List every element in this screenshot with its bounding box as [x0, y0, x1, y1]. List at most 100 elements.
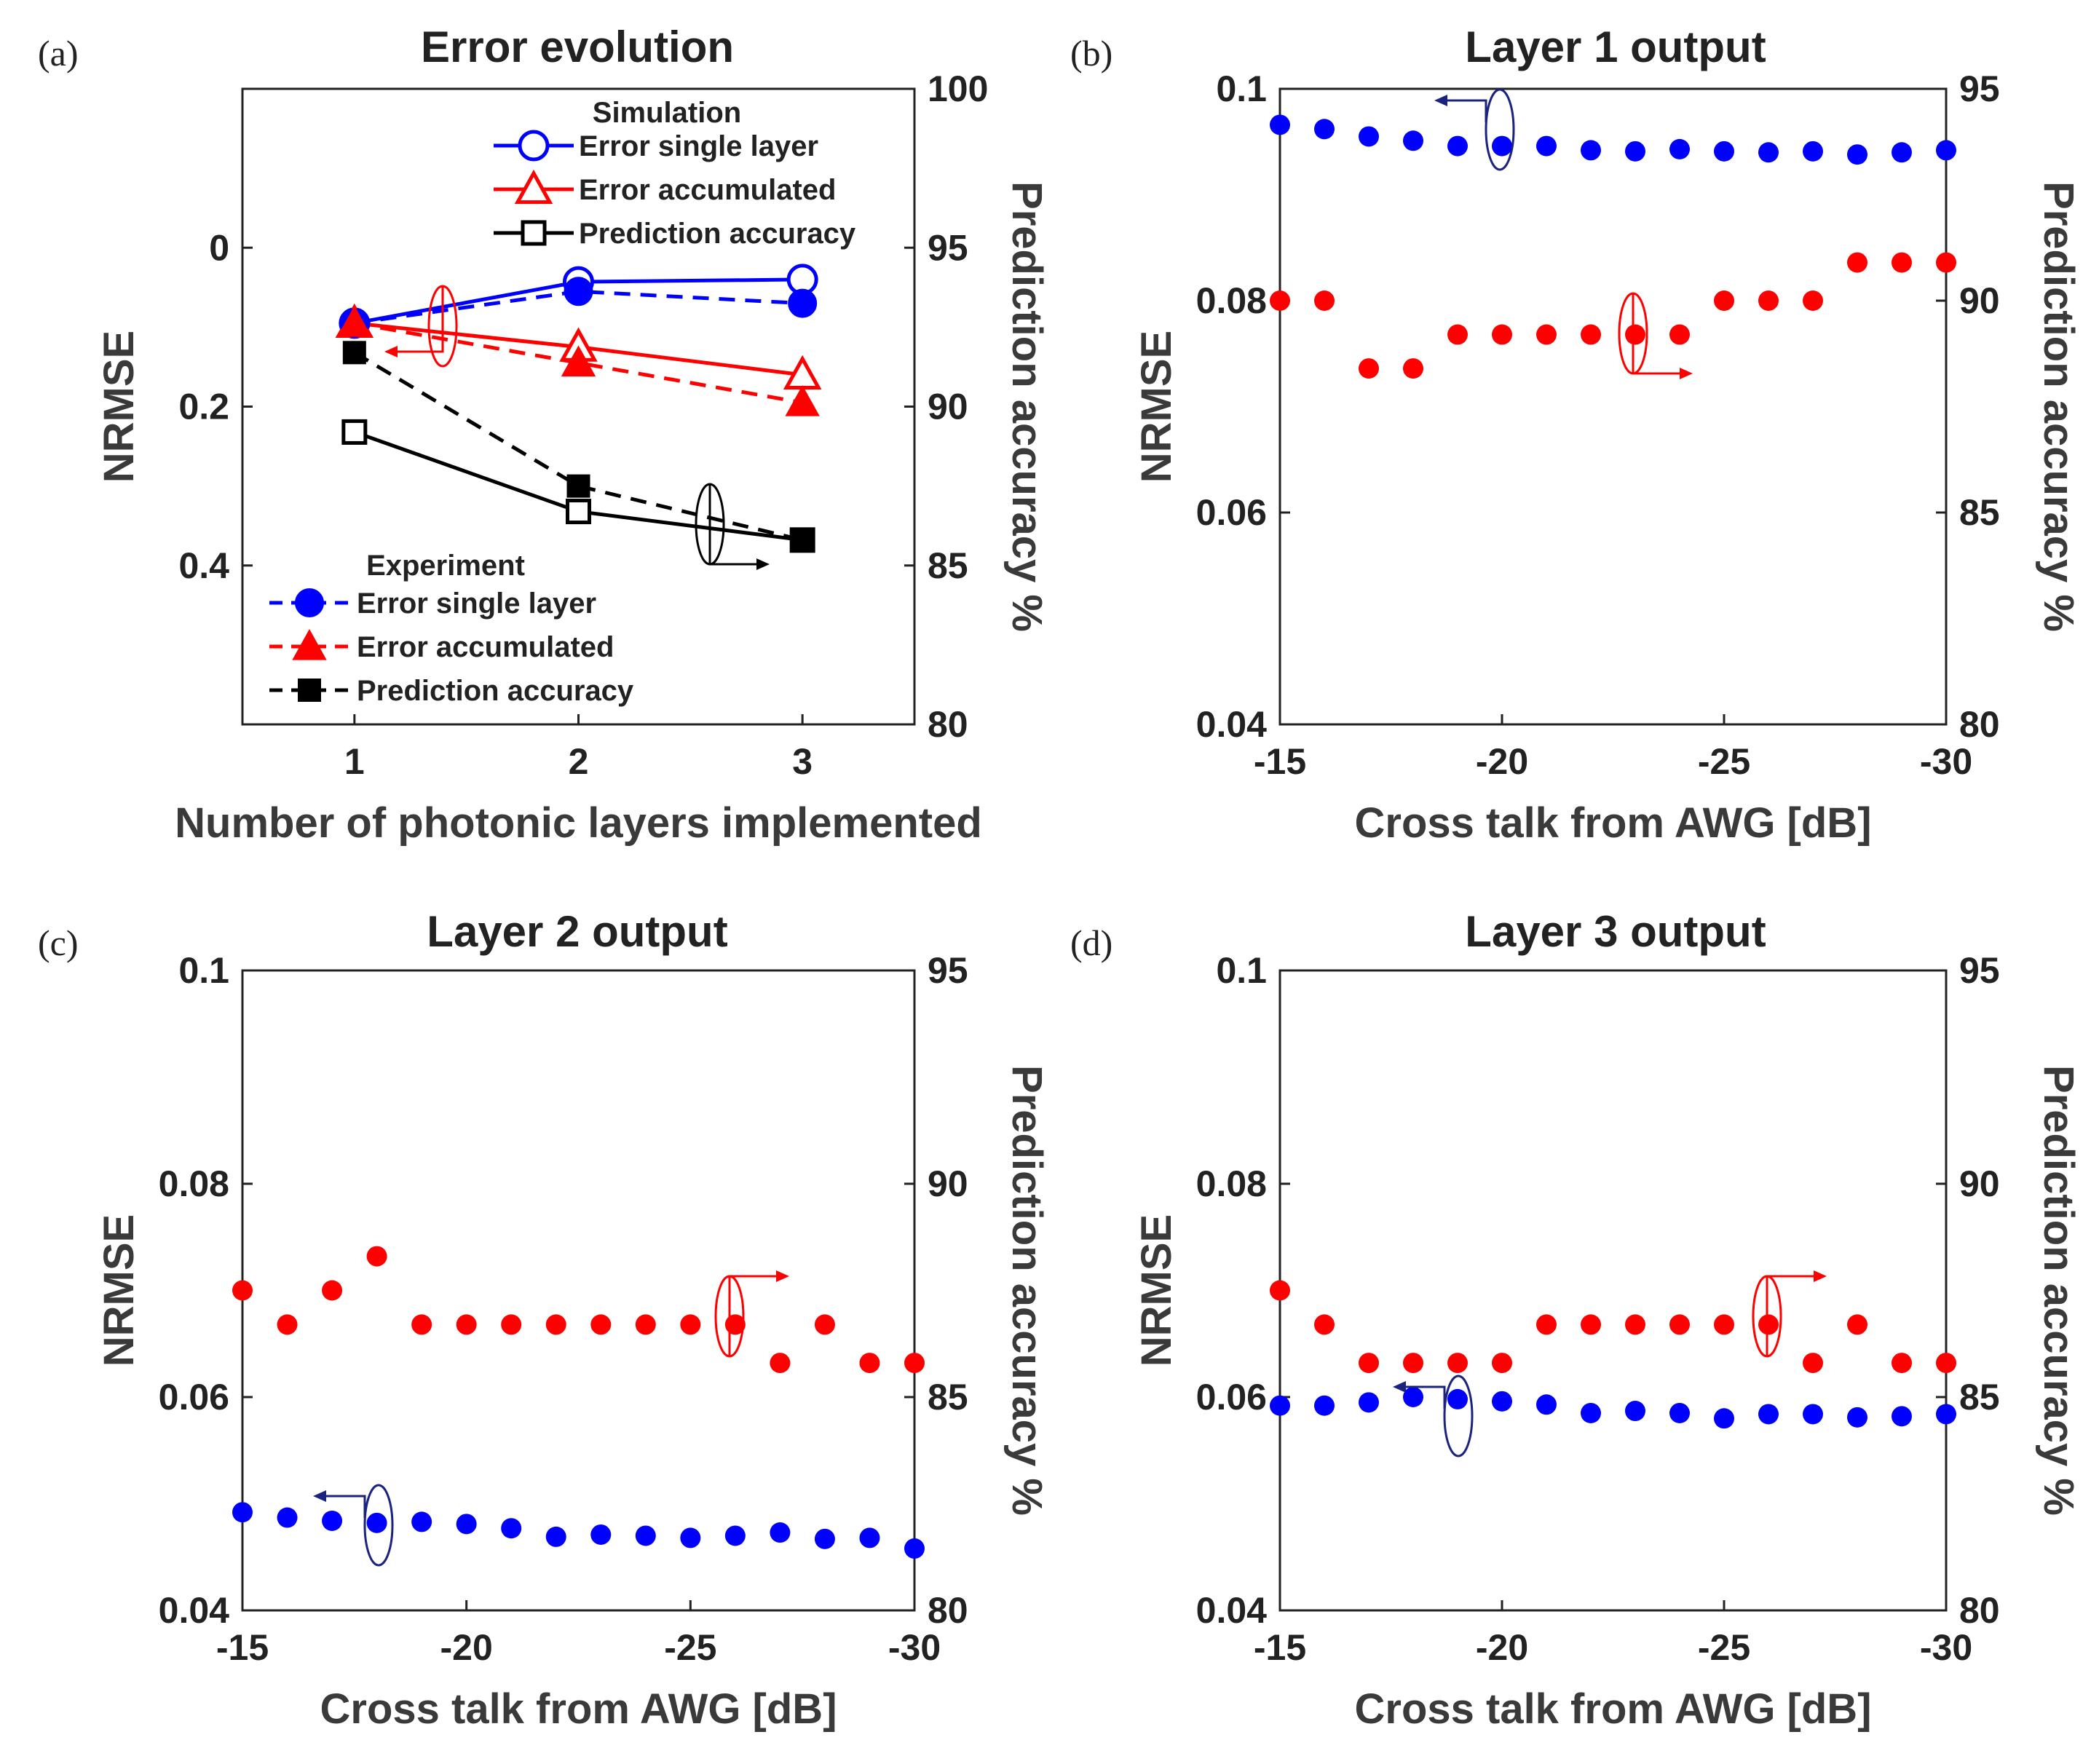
data-point-nrmse-10 [1714, 1408, 1734, 1429]
axis-indicator-arrow [728, 1275, 780, 1356]
axis-indicator-arrowhead [313, 1490, 326, 1502]
y2-tick-label: 90 [928, 1163, 968, 1204]
data-point-nrmse-4 [1447, 1388, 1468, 1409]
data-point-accuracy-5 [1492, 1353, 1512, 1374]
data-point-accuracy-1 [277, 1314, 298, 1335]
y2-axis-label: Prediction accuracy % [1003, 181, 1051, 632]
data-point-accuracy-6 [1536, 1314, 1557, 1335]
x-axis-label: Cross talk from AWG [dB] [1354, 799, 1871, 847]
data-point-accuracy-8 [1625, 324, 1645, 345]
data-point-accuracy-3 [1403, 1353, 1423, 1374]
data-point-nrmse-5 [1492, 135, 1512, 157]
x-tick-label: -30 [1920, 741, 1972, 782]
panel-b: (b) Layer 1 output 0.04 0.06 0.08 0.1 80 85 90… [1070, 23, 2082, 847]
data-point-nrmse-14 [1892, 1406, 1912, 1427]
y2-tick-label: 85 [1959, 1377, 2000, 1417]
y2-tick-label: 85 [1959, 492, 2000, 533]
data-point-accuracy-11 [1758, 290, 1779, 311]
data-point-nrmse-3 [1403, 130, 1423, 151]
legend-marker [521, 220, 547, 246]
series-line-experiment-5 [353, 351, 803, 542]
y-axis-label: NRMSE [95, 1214, 143, 1366]
legend-marker [292, 628, 327, 660]
data-point-accuracy-10 [1714, 290, 1734, 311]
axis-indicator-arrowhead [1814, 1270, 1827, 1282]
data-point-experiment-3-1 [564, 277, 593, 306]
x-tick-label: -20 [1476, 1627, 1528, 1668]
data-point-experiment-5-2 [791, 528, 815, 552]
data-point-nrmse-7 [1581, 1402, 1601, 1423]
axis-indicator-arrow [708, 484, 761, 566]
data-point-nrmse-2 [322, 1510, 343, 1531]
data-point-accuracy-13 [1847, 1314, 1867, 1335]
data-point-nrmse-9 [1669, 138, 1690, 159]
data-point-simulation-2-1 [566, 499, 591, 525]
axis-indicator-arrow [1400, 1385, 1446, 1409]
y2-tick-label: 90 [1959, 1163, 2000, 1204]
data-point-accuracy-4 [1447, 324, 1468, 345]
x-tick-label: 3 [792, 741, 813, 782]
data-point-nrmse-7 [1581, 140, 1601, 161]
data-point-accuracy-3 [1403, 358, 1423, 379]
legend-label: Prediction accuracy [357, 675, 634, 707]
data-point-accuracy-2 [322, 1280, 343, 1301]
plot-area-b: 0.04 0.06 0.08 0.1 80 85 90 95 NRMSE Prediction a… [1133, 68, 2082, 847]
x-tick-label: -25 [664, 1627, 716, 1668]
x-axis-label: Cross talk from AWG [dB] [1354, 1685, 1871, 1733]
data-point-nrmse-15 [904, 1538, 925, 1559]
chart-title-c: Layer 2 output [427, 907, 727, 956]
y-tick-label: 0 [209, 227, 229, 268]
data-point-nrmse-14 [859, 1527, 880, 1549]
data-point-accuracy-8 [1625, 1314, 1645, 1335]
data-point-nrmse-12 [1803, 1404, 1823, 1425]
data-point-accuracy-9 [1669, 1314, 1690, 1335]
axis-indicator-ellipse [363, 1484, 394, 1567]
data-point-nrmse-7 [545, 1526, 566, 1547]
plot-area-d: 0.04 0.06 0.08 0.1 80 85 90 95 NRMSE Prediction a… [1133, 950, 2082, 1733]
data-point-accuracy-7 [545, 1314, 566, 1335]
legend-title-simulation: Simulation [593, 97, 741, 129]
data-point-accuracy-1 [1314, 1314, 1335, 1335]
plot-area-a: 0 0.2 0.4 80 85 90 95 100 NRMSE Prediction accura… [95, 68, 1051, 847]
data-point-nrmse-6 [501, 1518, 522, 1539]
legend-marker [298, 679, 321, 702]
y-tick-label: 0.08 [159, 1163, 229, 1204]
data-point-accuracy-5 [1492, 324, 1512, 345]
y2-tick-label: 80 [928, 704, 968, 745]
axes-frame [1278, 87, 1948, 726]
y-tick-label: 0.2 [178, 387, 229, 427]
axis-indicator-arrow [1442, 99, 1487, 122]
data-point-accuracy-1 [1314, 290, 1335, 311]
data-point-nrmse-13 [814, 1528, 835, 1549]
y-axis-label: NRMSE [95, 331, 143, 483]
data-point-accuracy-10 [680, 1314, 701, 1335]
legend-label: Error accumulated [357, 631, 614, 663]
x-tick-label: 1 [344, 741, 365, 782]
legend-label: Error single layer [357, 588, 596, 620]
data-point-nrmse-15 [1936, 140, 1956, 161]
y-axis-label: NRMSE [1133, 1214, 1180, 1366]
panel-label-c: (c) [38, 922, 79, 963]
panel-d: (d) Layer 3 output 0.04 0.06 0.08 0.1 80 85 90… [1070, 907, 2082, 1733]
panel-label-a: (a) [38, 33, 79, 74]
data-point-nrmse-2 [1359, 1392, 1379, 1413]
panel-a: (a) Error evolution 0 0.2 0.4 80 85 90 95 100 NR… [38, 23, 1051, 847]
axis-indicator-arrowhead [1680, 368, 1693, 379]
data-point-accuracy-8 [590, 1314, 612, 1335]
y-tick-label: 0.08 [1196, 280, 1267, 321]
x-tick-label: -25 [1698, 741, 1750, 782]
data-point-nrmse-10 [680, 1527, 701, 1549]
data-point-experiment-4-1 [561, 345, 596, 377]
legend-marker [295, 588, 324, 617]
y-tick-label: 0.08 [1196, 1163, 1267, 1204]
x-tick-label: -15 [216, 1627, 269, 1668]
x-tick-label: -20 [440, 1627, 493, 1668]
x-axis-label: Cross talk from AWG [dB] [320, 1685, 837, 1733]
y2-tick-label: 90 [1959, 280, 2000, 321]
data-point-simulation-2-0 [341, 419, 368, 445]
y2-tick-label: 90 [928, 387, 968, 427]
data-point-nrmse-10 [1714, 141, 1734, 162]
data-point-nrmse-0 [232, 1502, 253, 1523]
x-tick-label: -20 [1476, 741, 1528, 782]
